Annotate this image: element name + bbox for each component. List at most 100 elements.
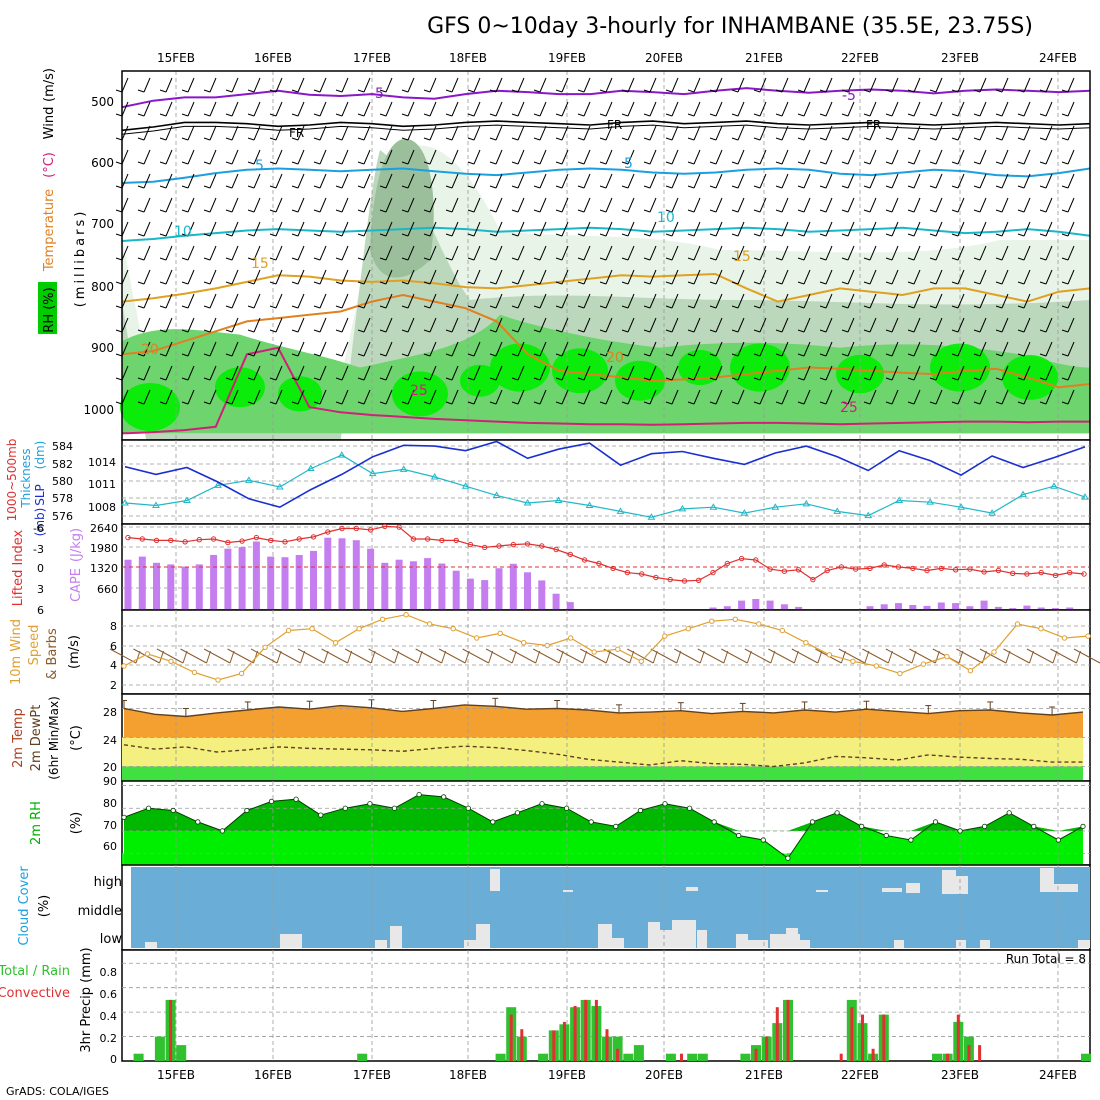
wind-barb-staff — [869, 173, 877, 189]
precip-total-bar — [133, 1053, 144, 1061]
wind-barb-staff — [649, 341, 657, 357]
wind-barb-flag — [467, 233, 475, 237]
wind-barb-flag — [247, 401, 255, 405]
wind-barb-staff — [759, 365, 767, 381]
pressure-tick: 500 — [91, 95, 114, 109]
wind-barb-flag — [203, 209, 211, 213]
lifted-index-point — [710, 569, 716, 576]
wind-speed-point — [920, 661, 927, 667]
wind-barb-staff — [803, 317, 811, 333]
top-date-axis: 15FEB 16FEB 17FEB 18FEB 19FEB 20FEB 21FE… — [157, 51, 1077, 65]
wind-barb-flag — [819, 113, 827, 117]
wind-barb-flag — [995, 257, 1003, 261]
wind-barb-flag — [709, 257, 717, 261]
rh2m-point — [416, 791, 422, 798]
wind-barb-staff — [209, 365, 217, 381]
wind-barb-flag — [797, 113, 805, 117]
wind-barb-flag — [599, 377, 607, 381]
top-date-label: 19FEB — [548, 51, 586, 65]
wind-barb-flag — [511, 113, 519, 117]
wind-barb-flag — [819, 329, 827, 333]
slp-label: SLP — [33, 484, 47, 506]
wind-barb-staff — [715, 365, 723, 381]
wind-barb-flag — [885, 305, 893, 309]
wind-barb-staff — [847, 245, 855, 261]
wind-barb-flag — [907, 353, 915, 357]
wind-barb-flag — [621, 233, 629, 237]
wind-barb-flag — [335, 185, 343, 189]
wind-barb-flag — [203, 329, 211, 333]
wind-barb-staff — [803, 77, 811, 93]
wind-barb-flag — [643, 185, 651, 189]
surface-wind-barb — [862, 648, 889, 664]
wind-barb-staff — [121, 101, 129, 117]
wind-barb-flag — [555, 305, 563, 309]
wind-barb-flag — [687, 257, 695, 261]
wind-barb-flag — [269, 209, 277, 213]
wind-barb-flag — [379, 185, 387, 189]
wind-barb-staff — [297, 269, 305, 285]
wind-barb-flag — [291, 353, 299, 357]
surface-wind-barb — [1003, 648, 1030, 664]
wind-barb-staff — [363, 77, 371, 93]
wind-barb-flag — [731, 257, 739, 261]
wind-barb-flag — [665, 161, 673, 165]
wind-barb-staff — [781, 149, 789, 165]
wind-barb-flag — [1017, 209, 1025, 213]
wind-barb-staff — [891, 269, 899, 285]
wind-barb-staff — [583, 77, 591, 93]
cloud-gap — [612, 938, 624, 948]
wind-barb-flag — [1061, 377, 1069, 381]
lifted-index-point — [853, 566, 859, 572]
wind-barb-flag — [181, 353, 189, 357]
surface-wind-barb — [885, 648, 913, 664]
surface-wind-barb — [909, 648, 936, 664]
wind-barb-flag — [467, 89, 475, 93]
wind-barb-staff — [1067, 173, 1075, 189]
cape-bar — [210, 555, 218, 610]
wind-barb-flag — [907, 185, 915, 189]
wind-barb-flag — [159, 185, 167, 189]
rh2m-markers — [121, 791, 1086, 861]
wind-barb-flag — [1039, 233, 1047, 237]
wind-barb-flag — [885, 329, 893, 333]
wind-barb-staff — [957, 269, 965, 285]
wind-barb-staff — [363, 221, 371, 237]
wind-barb-staff — [121, 269, 129, 285]
wind-speed-point — [332, 640, 339, 646]
cape-bar — [752, 599, 760, 610]
wind-barb-flag — [951, 329, 959, 333]
wind-barb-staff — [385, 125, 393, 141]
wind-barb-staff — [825, 221, 833, 237]
precip-convective-bar — [520, 1029, 524, 1061]
wind-barb-flag — [995, 353, 1003, 357]
wind-barb-staff — [451, 173, 459, 189]
wind-barb-staff — [231, 173, 239, 189]
wind-barb-flag — [225, 257, 233, 261]
wind-barb-flag — [335, 305, 343, 309]
wind-barb-staff — [935, 389, 943, 405]
precip-convective-bar — [169, 999, 173, 1061]
cloud-gap — [476, 924, 490, 948]
wind-barb-staff — [121, 389, 129, 405]
wind-barb-staff — [385, 221, 393, 237]
wind-barb-flag — [973, 257, 981, 261]
wind-barb-flag — [401, 257, 409, 261]
wind-barb-flag — [929, 89, 937, 93]
wind-barb-flag — [1061, 233, 1069, 237]
wind-barb-flag — [995, 137, 1003, 141]
wind-barb-staff — [407, 341, 415, 357]
wind-barb-flag — [1017, 401, 1025, 405]
wind-barb-staff — [891, 77, 899, 93]
lifted-index-point — [995, 567, 1002, 574]
wind-barb-flag — [137, 281, 145, 285]
cape-bar — [409, 561, 417, 610]
wind-barb-staff — [121, 293, 129, 309]
wind-barb-staff — [891, 365, 899, 381]
wind-barb-staff — [143, 341, 151, 357]
precip-total-bar — [623, 1053, 634, 1061]
wind-barb-flag — [973, 209, 981, 213]
wind-barb-flag — [357, 233, 365, 237]
lifted-index-point — [681, 578, 688, 584]
cape-bar — [153, 562, 160, 610]
